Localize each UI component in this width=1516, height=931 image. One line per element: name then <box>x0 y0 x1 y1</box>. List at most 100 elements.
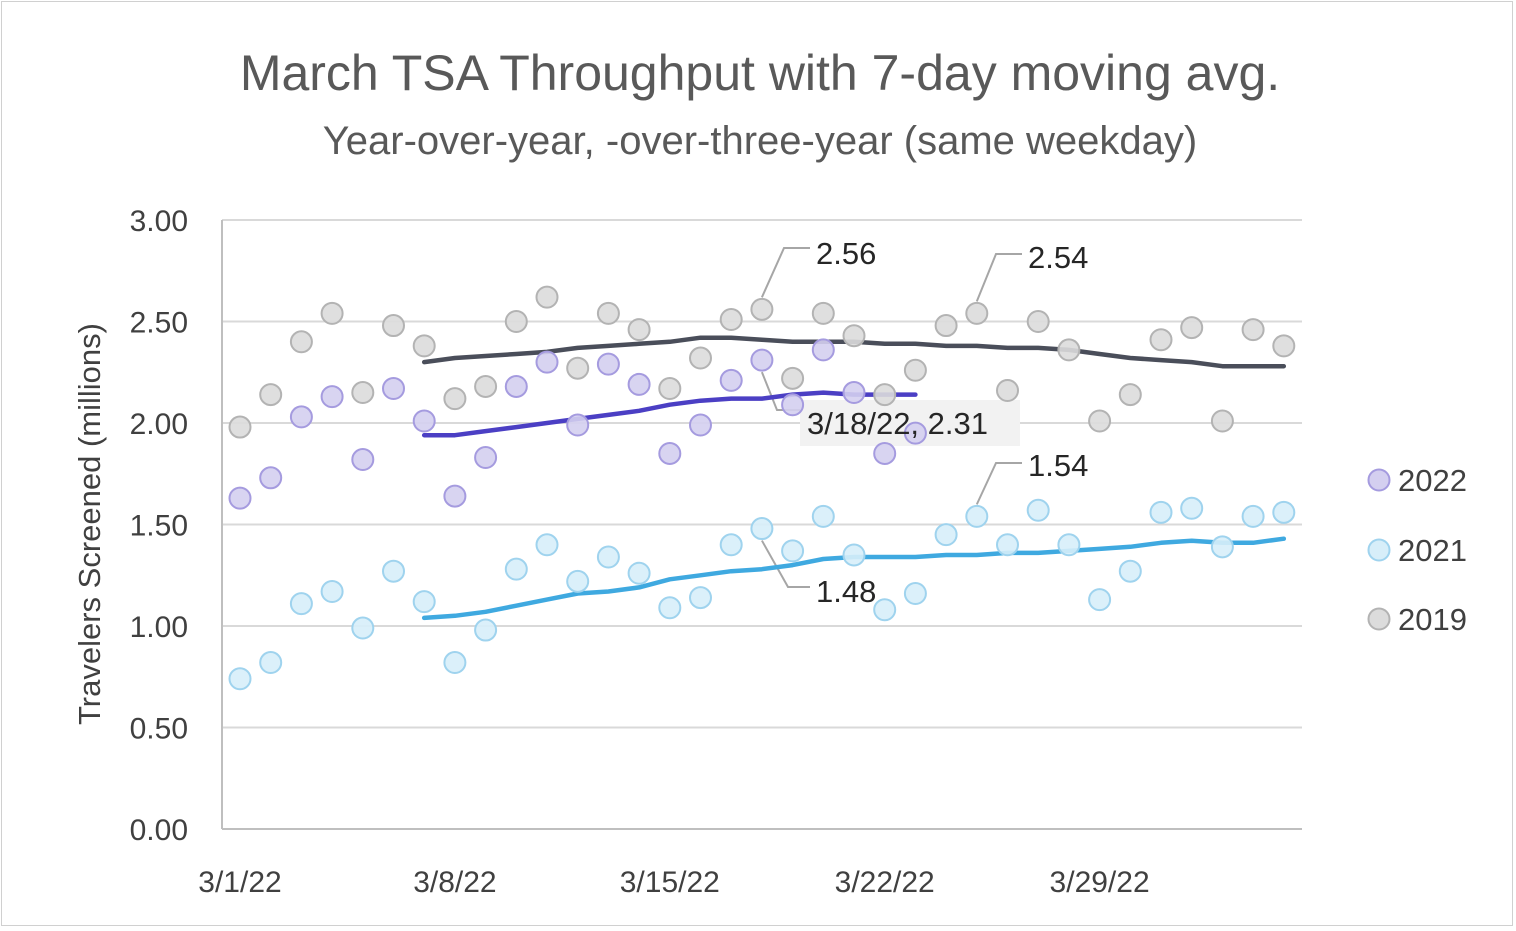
x-tick-label: 3/15/22 <box>620 866 720 899</box>
data-point-2022 <box>781 393 805 417</box>
data-point-2021 <box>781 539 805 563</box>
data-point-2021 <box>903 582 927 606</box>
data-point-2021 <box>719 533 743 557</box>
data-point-2019 <box>1241 318 1265 342</box>
data-point-2019 <box>566 356 590 380</box>
data-point-2019 <box>627 318 651 342</box>
data-point-2019 <box>1088 409 1112 433</box>
data-point-2019 <box>228 415 252 439</box>
data-point-2021 <box>873 598 897 622</box>
data-point-2019 <box>842 324 866 348</box>
data-point-2019 <box>719 307 743 331</box>
y-tick-labels: 0.00 0.50 1.00 1.50 2.00 2.50 3.00 <box>130 205 188 847</box>
data-point-2021 <box>1210 535 1234 559</box>
data-point-2019 <box>1180 316 1204 340</box>
data-point-2021 <box>965 504 989 528</box>
data-point-2022 <box>412 409 436 433</box>
x-tick-labels: 3/1/22 3/8/22 3/15/22 3/22/22 3/29/22 <box>198 866 1149 899</box>
data-point-2021 <box>658 596 682 620</box>
data-point-2022 <box>689 413 712 437</box>
data-point-2022 <box>351 448 375 472</box>
annotation-leader-line <box>975 253 1022 302</box>
data-point-2022 <box>658 441 682 465</box>
data-point-2019 <box>474 374 498 398</box>
data-point-2019 <box>965 301 989 325</box>
data-point-2021 <box>1026 498 1050 522</box>
data-point-2019 <box>1210 409 1234 433</box>
data-point-2019 <box>1118 383 1142 407</box>
annotation-label: 2.54 <box>1028 240 1088 275</box>
data-point-2021 <box>596 545 620 569</box>
legend-marker-2021 <box>1367 538 1391 562</box>
data-point-2021 <box>996 533 1019 557</box>
data-point-2021 <box>228 667 252 691</box>
data-point-2022 <box>382 376 405 400</box>
y-tick-label: 1.50 <box>130 510 188 543</box>
data-point-2022 <box>504 374 528 398</box>
data-point-2022 <box>320 385 344 409</box>
data-point-2022 <box>903 421 927 445</box>
data-point-2022 <box>535 350 559 374</box>
data-point-2019 <box>535 285 559 309</box>
data-point-2021 <box>1088 588 1112 612</box>
y-tick-label: 2.50 <box>130 307 188 340</box>
moving-avg-line-2022 <box>421 390 918 438</box>
data-point-2022 <box>750 348 774 372</box>
annotation-leader-line <box>761 540 810 588</box>
data-point-2019 <box>658 376 682 400</box>
chart-title: March TSA Throughput with 7-day moving a… <box>240 45 1280 101</box>
y-tick-label: 3.00 <box>130 205 188 238</box>
data-points <box>228 285 1296 691</box>
data-point-2021 <box>1180 496 1204 520</box>
annotation-label: 3/18/22, 2.31 <box>807 406 988 441</box>
legend-label: 2019 <box>1398 602 1467 637</box>
data-point-2021 <box>382 559 405 583</box>
data-point-2022 <box>842 381 866 405</box>
annotation-label: 1.54 <box>1028 448 1088 483</box>
legend-label: 2022 <box>1398 463 1467 498</box>
data-point-2021 <box>1241 504 1265 528</box>
x-tick-label: 3/29/22 <box>1050 866 1150 899</box>
data-point-2019 <box>596 301 620 325</box>
data-point-2019 <box>320 301 344 325</box>
annotation-label: 1.48 <box>816 574 876 609</box>
data-point-2021 <box>443 651 467 675</box>
data-point-2021 <box>1149 500 1173 524</box>
data-point-2022 <box>228 486 252 510</box>
data-point-2021 <box>351 616 375 640</box>
data-point-2019 <box>259 383 283 407</box>
data-point-2021 <box>1118 559 1142 583</box>
annotation-leader-line <box>975 462 1022 505</box>
data-point-2019 <box>289 330 313 354</box>
data-point-2021 <box>750 517 774 541</box>
data-point-2019 <box>443 387 467 411</box>
data-point-2021 <box>504 557 528 581</box>
data-point-2022 <box>596 352 620 376</box>
data-point-2021 <box>535 533 559 557</box>
data-point-2019 <box>504 310 528 333</box>
data-point-2021 <box>842 543 866 567</box>
data-point-2021 <box>1057 533 1081 557</box>
data-point-2019 <box>750 297 774 321</box>
data-point-2021 <box>289 592 313 616</box>
data-point-2022 <box>474 446 498 470</box>
data-point-2019 <box>996 379 1019 403</box>
data-point-2021 <box>1272 500 1296 524</box>
data-point-2022 <box>811 338 835 362</box>
x-tick-label: 3/1/22 <box>198 866 281 899</box>
legend-marker-2019 <box>1367 607 1391 631</box>
data-point-2021 <box>811 504 835 528</box>
data-point-2021 <box>412 590 436 614</box>
y-tick-label: 2.00 <box>130 408 188 441</box>
data-point-2019 <box>781 366 805 390</box>
data-point-2019 <box>412 334 436 358</box>
annotation-labels: 2.56 2.54 3/18/22, 2.31 1.54 1.48 <box>807 236 1088 609</box>
data-point-2021 <box>689 586 712 610</box>
data-point-2022 <box>627 372 651 396</box>
y-tick-label: 0.00 <box>130 814 188 847</box>
data-point-2021 <box>934 523 958 547</box>
data-point-2019 <box>903 358 927 382</box>
data-point-2022 <box>566 413 590 437</box>
y-tick-label: 0.50 <box>130 713 188 746</box>
